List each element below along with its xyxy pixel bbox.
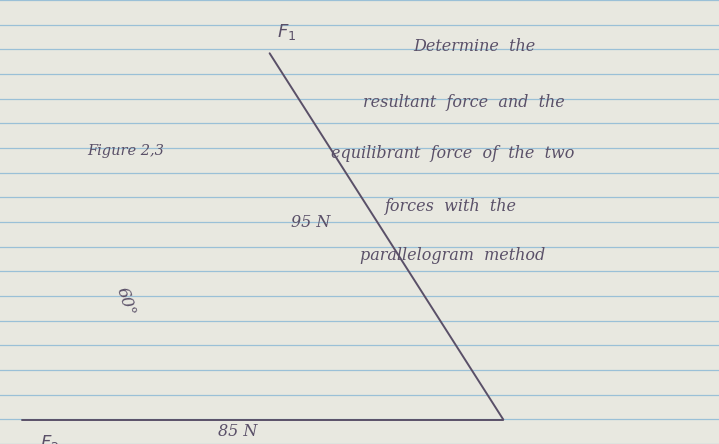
Text: forces  with  the: forces with the [385, 198, 517, 215]
Text: $F_2$: $F_2$ [40, 433, 59, 444]
Text: 95 N: 95 N [291, 214, 331, 230]
Text: 85 N: 85 N [218, 423, 257, 440]
Text: 60°: 60° [113, 285, 139, 319]
Text: parallelogram  method: parallelogram method [360, 247, 545, 264]
Text: $F_1$: $F_1$ [277, 22, 296, 42]
Text: resultant  force  and  the: resultant force and the [363, 94, 565, 111]
Text: equilibrant  force  of  the  two: equilibrant force of the two [331, 145, 574, 162]
Text: Figure 2,3: Figure 2,3 [88, 144, 164, 158]
Text: Determine  the: Determine the [413, 38, 536, 55]
